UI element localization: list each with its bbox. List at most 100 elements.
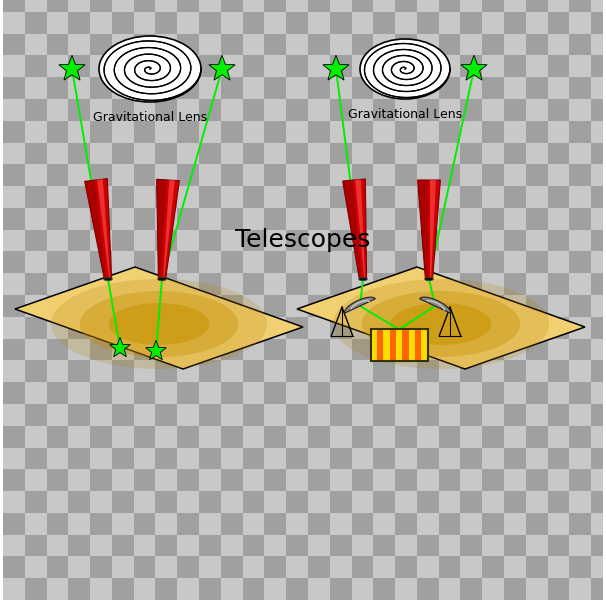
- Bar: [330, 469, 351, 491]
- Polygon shape: [345, 297, 375, 313]
- Bar: [526, 143, 548, 164]
- Bar: [439, 317, 461, 338]
- Bar: [68, 273, 90, 295]
- Bar: [591, 77, 606, 99]
- Bar: [47, 361, 68, 382]
- Bar: [373, 99, 395, 121]
- Bar: [370, 329, 427, 361]
- Bar: [308, 295, 330, 317]
- Ellipse shape: [391, 303, 491, 345]
- Bar: [221, 295, 242, 317]
- Bar: [112, 382, 134, 404]
- Bar: [351, 55, 373, 77]
- Bar: [482, 404, 504, 426]
- Bar: [156, 578, 178, 600]
- Bar: [373, 186, 395, 208]
- Ellipse shape: [360, 39, 450, 99]
- Bar: [286, 34, 308, 55]
- Bar: [112, 0, 134, 12]
- Bar: [461, 338, 482, 361]
- Bar: [351, 513, 373, 535]
- Bar: [221, 34, 242, 55]
- Bar: [395, 469, 417, 491]
- Bar: [439, 448, 461, 469]
- Bar: [112, 404, 134, 426]
- Bar: [330, 230, 351, 251]
- Bar: [417, 556, 439, 578]
- Bar: [569, 251, 591, 273]
- Bar: [47, 230, 68, 251]
- Bar: [112, 295, 134, 317]
- Bar: [112, 143, 134, 164]
- Bar: [417, 273, 439, 295]
- Bar: [25, 251, 47, 273]
- Bar: [569, 121, 591, 143]
- Bar: [112, 121, 134, 143]
- Polygon shape: [355, 179, 365, 279]
- Bar: [68, 99, 90, 121]
- Bar: [156, 469, 178, 491]
- Bar: [25, 34, 47, 55]
- Bar: [242, 338, 264, 361]
- Bar: [591, 0, 606, 12]
- Bar: [3, 273, 25, 295]
- Bar: [199, 317, 221, 338]
- Bar: [68, 382, 90, 404]
- Bar: [395, 121, 417, 143]
- Bar: [156, 208, 178, 230]
- Bar: [242, 164, 264, 186]
- Bar: [591, 426, 606, 448]
- Bar: [330, 382, 351, 404]
- Bar: [242, 77, 264, 99]
- Bar: [351, 186, 373, 208]
- Bar: [3, 251, 25, 273]
- Polygon shape: [323, 55, 349, 80]
- Bar: [25, 513, 47, 535]
- Bar: [199, 55, 221, 77]
- Bar: [591, 12, 606, 34]
- Bar: [461, 404, 482, 426]
- Bar: [90, 556, 112, 578]
- Bar: [569, 513, 591, 535]
- Bar: [330, 448, 351, 469]
- Bar: [264, 251, 286, 273]
- Bar: [330, 99, 351, 121]
- Bar: [286, 230, 308, 251]
- Bar: [68, 426, 90, 448]
- Bar: [504, 143, 526, 164]
- Bar: [156, 0, 178, 12]
- Bar: [330, 0, 351, 12]
- Bar: [351, 469, 373, 491]
- Bar: [134, 295, 156, 317]
- Bar: [591, 295, 606, 317]
- Bar: [47, 469, 68, 491]
- Bar: [199, 578, 221, 600]
- Bar: [351, 77, 373, 99]
- Bar: [330, 317, 351, 338]
- Bar: [461, 273, 482, 295]
- Bar: [417, 295, 439, 317]
- Bar: [90, 338, 112, 361]
- Bar: [156, 295, 178, 317]
- Bar: [178, 361, 199, 382]
- Bar: [395, 99, 417, 121]
- Polygon shape: [156, 179, 167, 279]
- Bar: [591, 99, 606, 121]
- Bar: [25, 426, 47, 448]
- Bar: [264, 12, 286, 34]
- Bar: [3, 143, 25, 164]
- Bar: [47, 164, 68, 186]
- Bar: [286, 273, 308, 295]
- Bar: [47, 338, 68, 361]
- Bar: [330, 77, 351, 99]
- Bar: [156, 338, 178, 361]
- Bar: [199, 295, 221, 317]
- Bar: [548, 143, 569, 164]
- Bar: [264, 469, 286, 491]
- Bar: [461, 0, 482, 12]
- Bar: [221, 556, 242, 578]
- Bar: [134, 34, 156, 55]
- Bar: [47, 251, 68, 273]
- Bar: [439, 404, 461, 426]
- Bar: [439, 513, 461, 535]
